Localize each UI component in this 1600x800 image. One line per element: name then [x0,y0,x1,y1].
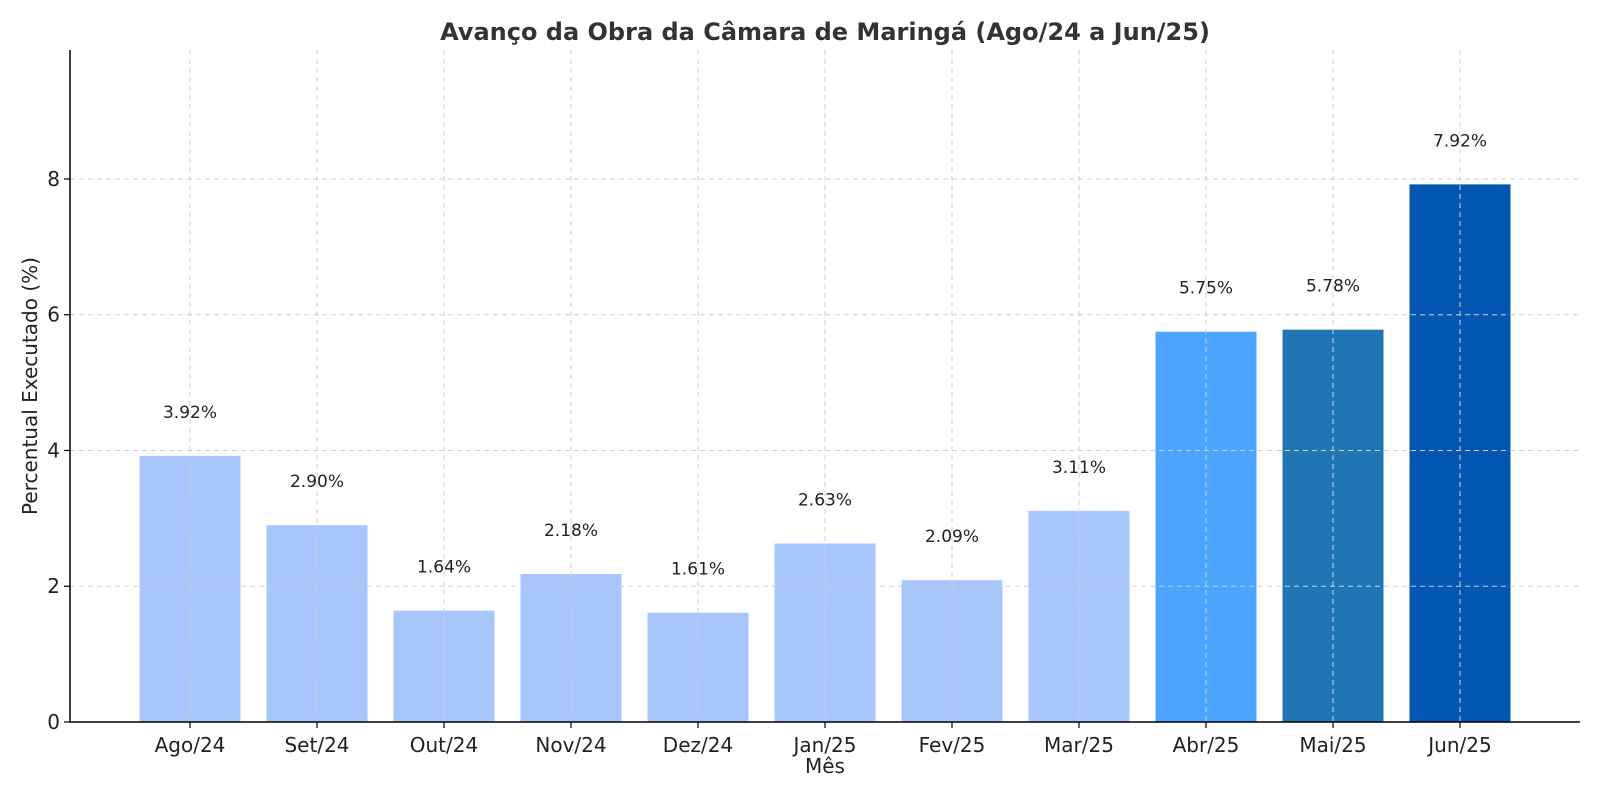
x-tick-label: Mai/25 [1299,733,1366,757]
x-axis-label: Mês [805,754,845,778]
data-labels: 3.92% 2.90% 1.64% 2.18% 1.61% 2.63% 2.09% 3.11%… [163,131,1487,579]
bar-value-label: 7.92% [1433,131,1487,151]
y-axis-label: Percentual Executado (%) [18,257,42,515]
bar-value-label: 2.63% [798,490,852,510]
x-tick-label: Jun/25 [1426,733,1491,757]
grid [70,50,1580,723]
x-tick-label: Abr/25 [1173,733,1240,757]
bar-value-label: 3.92% [163,403,217,423]
y-tick-label: 4 [47,438,60,462]
y-tick-label: 8 [47,167,60,191]
y-tick-label: 0 [47,710,60,734]
x-tick-label: Dez/24 [663,733,733,757]
x-tick-label: Set/24 [284,733,349,757]
bar-value-label: 2.90% [290,472,344,492]
y-ticks: 0 2 4 6 8 [47,167,70,734]
y-tick-label: 6 [47,303,60,327]
bar-value-label: 3.11% [1052,458,1106,478]
bar [774,543,876,722]
bar-value-label: 5.75% [1179,279,1233,299]
bar-value-label: 1.61% [671,560,725,580]
bar-value-label: 2.18% [544,521,598,541]
bar [1409,184,1511,722]
y-tick-label: 2 [47,574,60,598]
x-tick-label: Mar/25 [1044,733,1114,757]
bar-value-label: 1.64% [417,558,471,578]
x-tick-label: Jan/25 [791,733,856,757]
bar-value-label: 5.78% [1306,277,1360,297]
x-tick-label: Ago/24 [155,733,226,757]
chart-title: Avanço da Obra da Câmara de Maringá (Ago… [440,18,1210,46]
x-ticks: Ago/24 Set/24 Out/24 Nov/24 Dez/24 Jan/25 Fev/… [155,722,1492,757]
x-tick-label: Fev/25 [919,733,986,757]
x-tick-label: Out/24 [410,733,478,757]
bar-value-label: 2.09% [925,527,979,547]
x-tick-label: Nov/24 [535,733,606,757]
bars [139,184,1511,722]
